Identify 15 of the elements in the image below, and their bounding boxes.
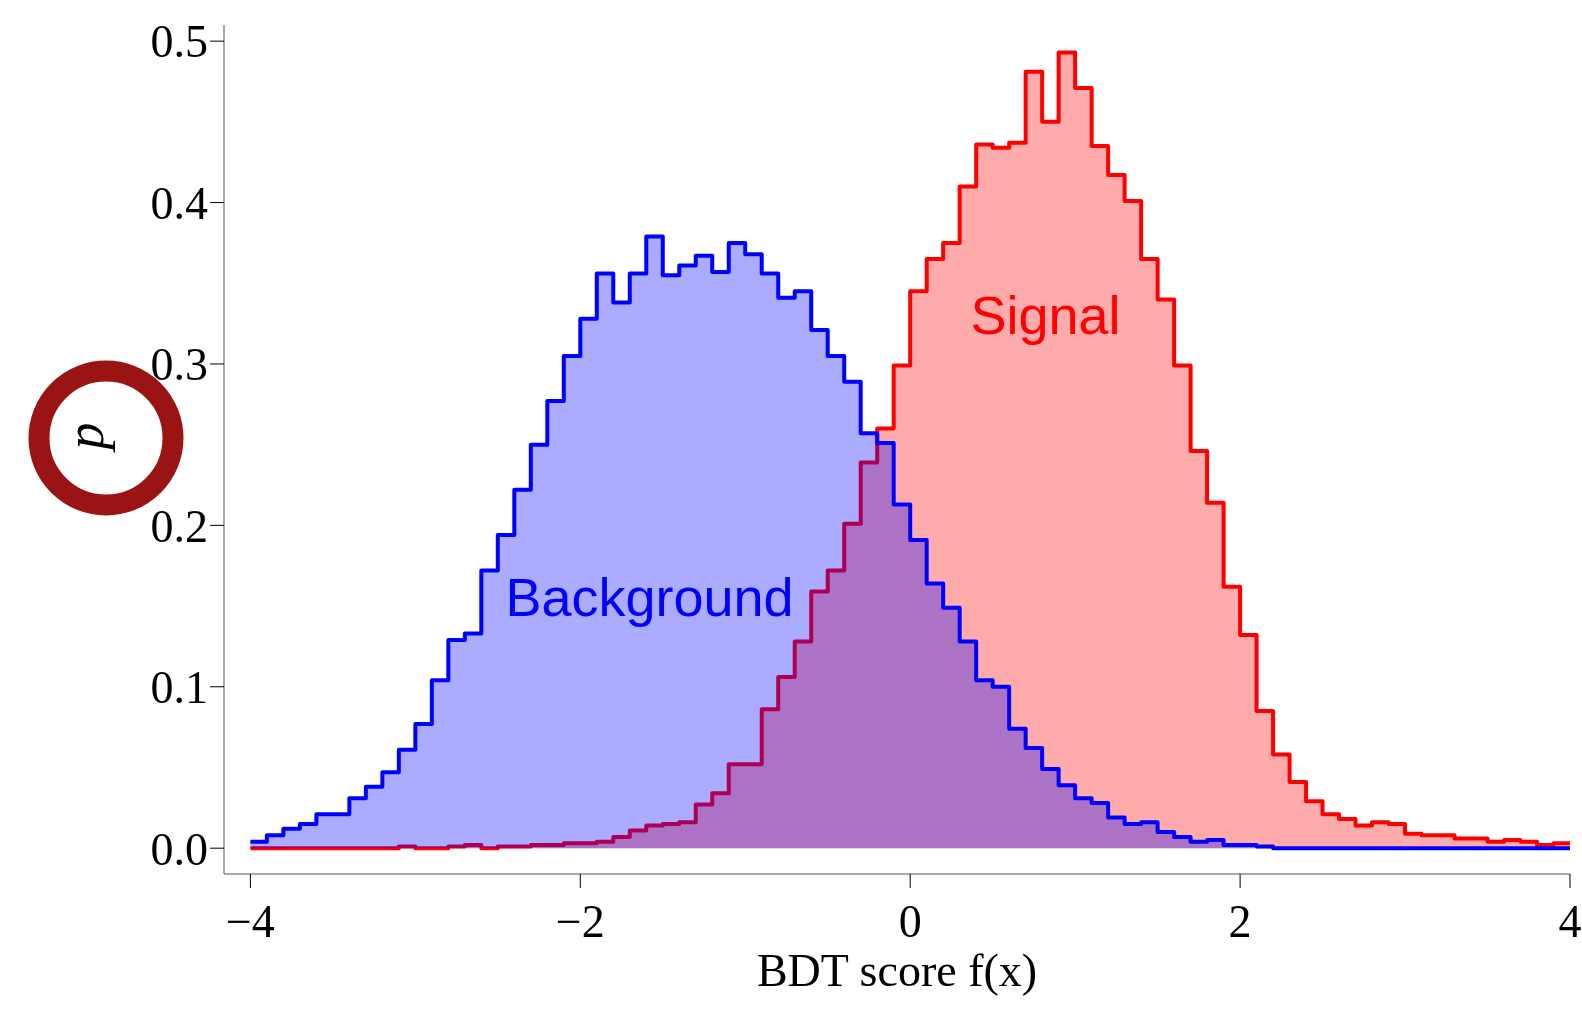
y-axis-title: p	[55, 422, 116, 454]
x-axis-title: BDT score f(x)	[756, 945, 1038, 996]
x-tick-label: 0	[898, 895, 922, 947]
y-tick-label: 0.2	[150, 500, 208, 552]
x-tick-label: 2	[1228, 895, 1252, 947]
x-tick-label: −2	[555, 895, 605, 947]
x-tick-label: −4	[225, 895, 275, 947]
y-tick-label: 0.5	[150, 16, 208, 68]
series-label: Signal	[970, 285, 1121, 346]
y-tick-label: 0.4	[150, 177, 208, 229]
y-tick-label: 0.3	[150, 339, 208, 391]
series-label: Background	[505, 567, 794, 628]
y-tick-label: 0.1	[150, 662, 208, 714]
y-tick-label: 0.0	[150, 823, 208, 875]
x-tick-label: 4	[1558, 895, 1582, 947]
